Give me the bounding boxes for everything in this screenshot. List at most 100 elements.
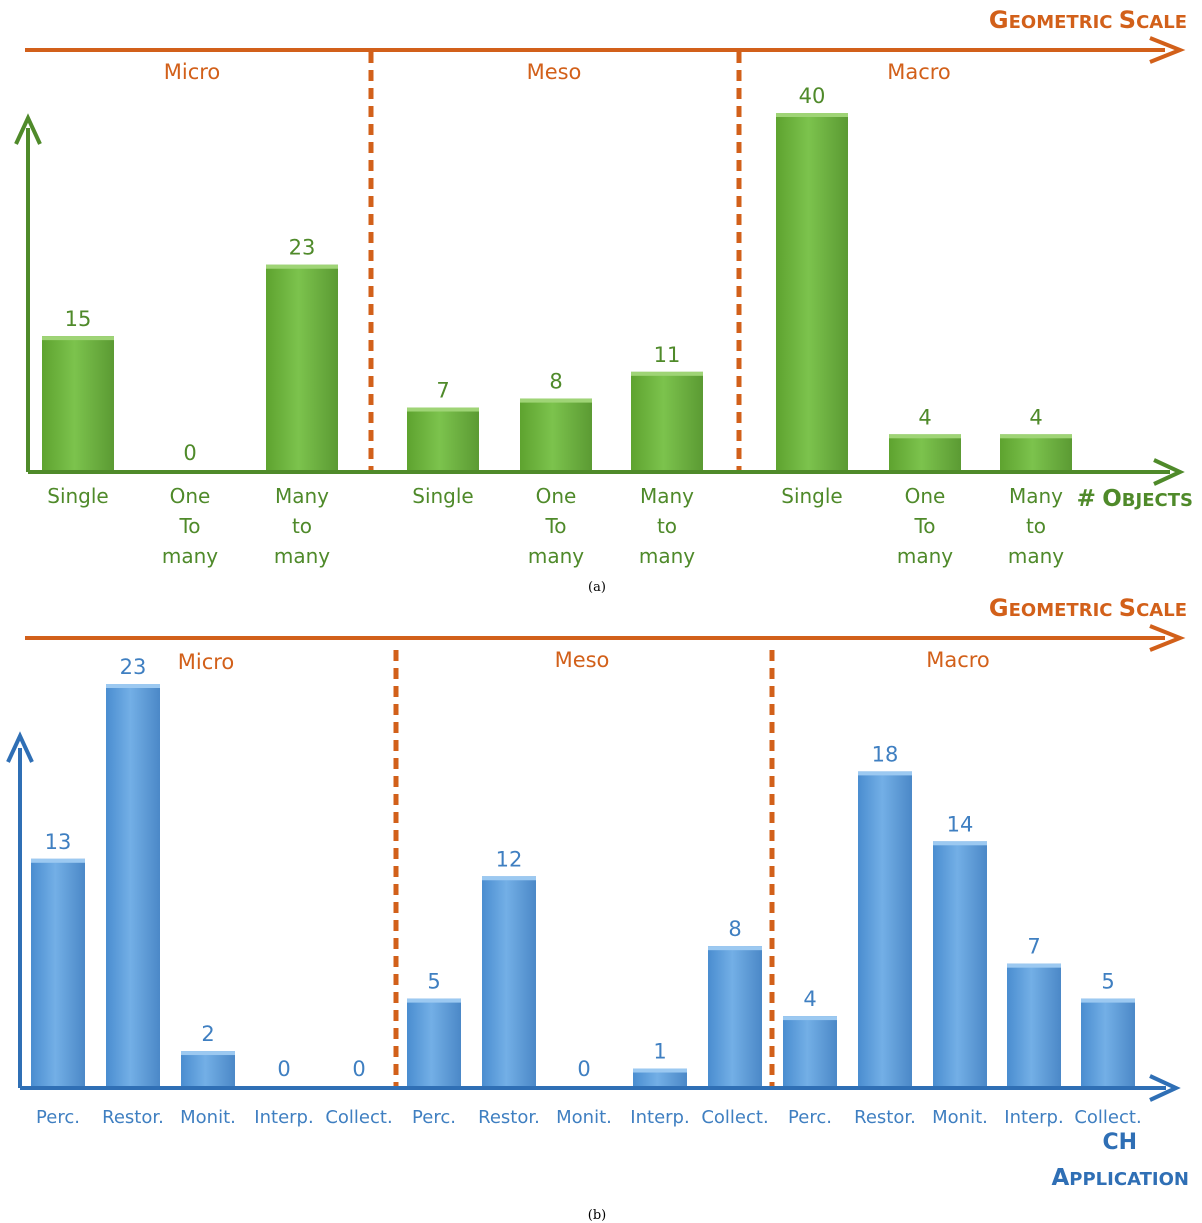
category-label-a-9-line1: Many — [1009, 484, 1063, 508]
value-label-b-3: 2 — [201, 1022, 214, 1046]
value-label-a-8: 4 — [918, 405, 931, 429]
category-label-b-5: Collect. — [325, 1107, 392, 1128]
bar-b-14 — [1007, 963, 1061, 1086]
x-axis-arrowhead-b — [1149, 1074, 1181, 1102]
bar-b-9 — [633, 1068, 687, 1086]
bar-top-a-5 — [520, 398, 592, 403]
category-label-a-9-line2: to — [1026, 514, 1046, 538]
value-label-b-6: 5 — [427, 970, 440, 994]
bar-b-11 — [783, 1016, 837, 1086]
x-axis-title-b-line2: APPLICATION — [1051, 1165, 1189, 1191]
category-label-b-9: Interp. — [630, 1107, 689, 1128]
bar-a-7 — [776, 113, 848, 470]
bar-top-b-7 — [482, 876, 536, 881]
value-label-b-14: 7 — [1027, 935, 1040, 959]
category-label-a-9-line3: many — [1008, 544, 1064, 568]
category-label-b-11: Perc. — [788, 1107, 832, 1128]
category-label-a-7: Single — [781, 484, 842, 508]
panel-a: GEOMETRIC SCALE Micro Meso Macro # OBJEC… — [14, 6, 1193, 568]
category-label-b-14: Interp. — [1004, 1107, 1063, 1128]
region-label-micro-b: Micro — [178, 650, 235, 674]
caption-a: (a) — [588, 580, 606, 595]
bar-b-1 — [31, 858, 85, 1086]
bar-b-13 — [933, 841, 987, 1086]
bar-top-b-10 — [708, 946, 762, 951]
category-label-b-10: Collect. — [701, 1107, 768, 1128]
category-label-a-2-line3: many — [162, 544, 218, 568]
x-axis-title-a: # OBJECTS — [1077, 486, 1193, 512]
value-label-a-4: 7 — [436, 379, 449, 403]
value-label-a-6: 11 — [654, 343, 681, 367]
value-label-b-4: 0 — [277, 1057, 290, 1081]
value-label-b-12: 18 — [872, 742, 899, 766]
bar-top-a-1 — [42, 336, 114, 341]
geometric-scale-label-b: GEOMETRIC SCALE — [989, 594, 1187, 622]
category-label-a-6-line3: many — [639, 544, 695, 568]
category-label-b-2: Restor. — [102, 1107, 164, 1128]
region-label-macro-a: Macro — [887, 60, 951, 84]
value-label-b-10: 8 — [728, 917, 741, 941]
bar-a-8 — [889, 434, 961, 470]
bar-b-12 — [858, 771, 912, 1086]
bar-top-b-6 — [407, 998, 461, 1003]
bar-top-a-6 — [631, 371, 703, 376]
bar-a-6 — [631, 371, 703, 470]
value-label-a-1: 15 — [65, 307, 92, 331]
value-label-b-1: 13 — [45, 830, 72, 854]
category-label-a-3-line1: Many — [275, 484, 329, 508]
value-label-b-8: 0 — [577, 1057, 590, 1081]
caption-b: (b) — [588, 1208, 606, 1223]
bar-top-a-7 — [776, 113, 848, 117]
value-label-a-9: 4 — [1029, 405, 1042, 429]
bars-b: 13 Perc. 23 Restor. 2 Monit. 0 Interp. 0 Collect.… — [31, 655, 1142, 1128]
category-label-b-8: Monit. — [556, 1107, 612, 1128]
value-label-a-7: 40 — [799, 84, 826, 108]
category-label-a-5-line1: One — [536, 484, 577, 508]
category-label-a-8-line3: many — [897, 544, 953, 568]
region-label-macro-b: Macro — [926, 648, 990, 672]
value-label-b-2: 23 — [120, 655, 147, 679]
y-axis-arrowhead-a — [14, 113, 42, 145]
value-label-a-3: 23 — [289, 236, 316, 260]
category-label-b-7: Restor. — [478, 1107, 540, 1128]
scale-arrowhead-b — [1149, 624, 1186, 652]
bar-a-4 — [407, 407, 479, 470]
value-label-b-11: 4 — [803, 987, 816, 1011]
category-label-b-4: Interp. — [254, 1107, 313, 1128]
category-label-a-5-line2: To — [544, 514, 566, 538]
bar-top-b-13 — [933, 841, 987, 846]
value-label-a-5: 8 — [549, 370, 562, 394]
region-label-micro-a: Micro — [164, 60, 221, 84]
bars-a: 15 Single 0 One To many 23 Many to many 7 Single 8 On… — [42, 84, 1072, 568]
category-label-a-5-line3: many — [528, 544, 584, 568]
bar-b-3 — [181, 1051, 235, 1086]
bar-top-b-3 — [181, 1051, 235, 1056]
x-axis-arrowhead-a — [1153, 458, 1185, 486]
category-label-a-8-line2: To — [913, 514, 935, 538]
scale-arrowhead-a — [1149, 36, 1186, 64]
value-label-b-5: 0 — [352, 1057, 365, 1081]
bar-b-6 — [407, 998, 461, 1086]
bar-top-a-9 — [1000, 434, 1072, 439]
category-label-b-15: Collect. — [1074, 1107, 1141, 1128]
bar-a-9 — [1000, 434, 1072, 470]
category-label-a-8-line1: One — [905, 484, 946, 508]
bar-top-b-11 — [783, 1016, 837, 1021]
bar-top-b-12 — [858, 771, 912, 776]
value-label-b-9: 1 — [653, 1040, 666, 1064]
geometric-scale-label-a: GEOMETRIC SCALE — [989, 6, 1187, 34]
category-label-b-13: Monit. — [932, 1107, 988, 1128]
bar-a-1 — [42, 336, 114, 470]
bar-top-b-15 — [1081, 998, 1135, 1003]
y-axis-arrowhead-b — [6, 731, 34, 763]
category-label-a-1: Single — [47, 484, 108, 508]
category-label-a-3-line3: many — [274, 544, 330, 568]
bar-a-3 — [266, 264, 338, 470]
category-label-a-4: Single — [412, 484, 473, 508]
region-label-meso-a: Meso — [527, 60, 582, 84]
category-label-a-6-line2: to — [657, 514, 677, 538]
category-label-b-12: Restor. — [854, 1107, 916, 1128]
panel-b: GEOMETRIC SCALE Micro Meso Macro CH APPL… — [6, 594, 1189, 1191]
bar-b-15 — [1081, 998, 1135, 1086]
